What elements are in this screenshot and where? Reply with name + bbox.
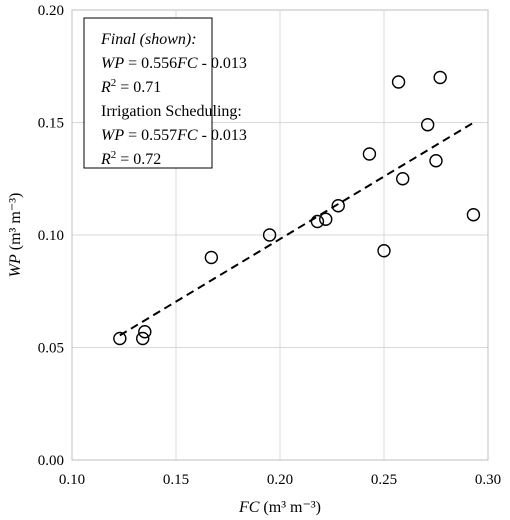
data-points — [113, 70, 481, 346]
x-axis-ticks: 0.10 0.15 0.20 0.25 0.30 — [59, 472, 501, 488]
data-point — [396, 172, 410, 186]
data-point — [113, 331, 127, 346]
equation-box-frame — [83, 17, 213, 169]
y-tick-label: 0.05 — [38, 341, 64, 357]
x-axis-title-var: FC — [238, 499, 260, 516]
annotation-line-6: R2 = 0.72 — [100, 149, 161, 168]
y-tick-label: 0.20 — [38, 3, 64, 19]
data-point — [377, 244, 391, 258]
annotation-line-3-sup: 2 — [111, 77, 117, 89]
y-axis-ticks: 0.00 0.05 0.10 0.15 0.20 — [38, 3, 64, 469]
annotation-line-3-var: R — [100, 79, 111, 96]
x-axis-title-unit: (m³ m⁻³) — [263, 499, 321, 516]
annotation-line-2-var1: WP — [101, 55, 124, 72]
annotation-line-5: WP = 0.557FC - 0.013 — [101, 127, 247, 144]
data-point — [136, 331, 150, 346]
data-point — [319, 212, 333, 226]
annotation-line-6-val: = 0.72 — [116, 151, 161, 168]
annotation-line-2-var2: FC — [176, 55, 198, 72]
x-tick-label: 0.20 — [267, 472, 293, 488]
y-axis-title: WP (m³ m⁻³) — [7, 193, 24, 278]
annotation-line-5-var1: WP — [101, 127, 124, 144]
annotation-line-2-end: - 0.013 — [198, 55, 247, 72]
data-point — [138, 325, 152, 339]
x-tick-label: 0.30 — [475, 472, 501, 488]
data-point — [433, 70, 447, 85]
x-axis-title: FC (m³ m⁻³) — [238, 499, 321, 516]
annotation-line-3-val: = 0.71 — [116, 79, 161, 96]
annotation-line-2: WP = 0.556FC - 0.013 — [101, 55, 247, 72]
data-point — [420, 118, 435, 132]
annotation-line-5-mid: = 0.557 — [124, 127, 177, 144]
data-point — [362, 147, 377, 161]
annotation-line-3: R2 = 0.71 — [100, 77, 161, 96]
trend-line — [119, 121, 474, 337]
annotation-line-6-sup: 2 — [111, 149, 117, 161]
annotation-line-6-var: R — [100, 151, 111, 168]
data-point — [262, 228, 277, 242]
annotation-line-5-var2: FC — [176, 127, 198, 144]
x-tick-label: 0.10 — [59, 472, 85, 488]
data-point — [204, 250, 219, 265]
y-axis-title-var: WP — [7, 254, 24, 277]
y-axis-title-unit: (m³ m⁻³) — [7, 193, 24, 251]
annotation-line-5-end: - 0.013 — [198, 127, 247, 144]
x-tick-label: 0.15 — [163, 472, 189, 488]
annotation-line-2-mid: = 0.556 — [124, 55, 177, 72]
data-point — [331, 199, 345, 213]
x-tick-label: 0.25 — [371, 472, 397, 488]
equation-box: Final (shown): WP = 0.556FC - 0.013 R2 =… — [83, 17, 247, 169]
data-point — [391, 75, 406, 89]
y-tick-label: 0.10 — [38, 228, 64, 244]
y-tick-label: 0.00 — [38, 453, 64, 469]
annotation-line-1: Final (shown): — [100, 31, 197, 48]
annotation-line-4: Irrigation Scheduling: — [101, 103, 242, 120]
data-point — [466, 208, 481, 222]
y-tick-label: 0.15 — [38, 116, 64, 132]
data-point — [429, 154, 443, 168]
plot-area — [71, 9, 489, 461]
data-point — [310, 214, 325, 229]
